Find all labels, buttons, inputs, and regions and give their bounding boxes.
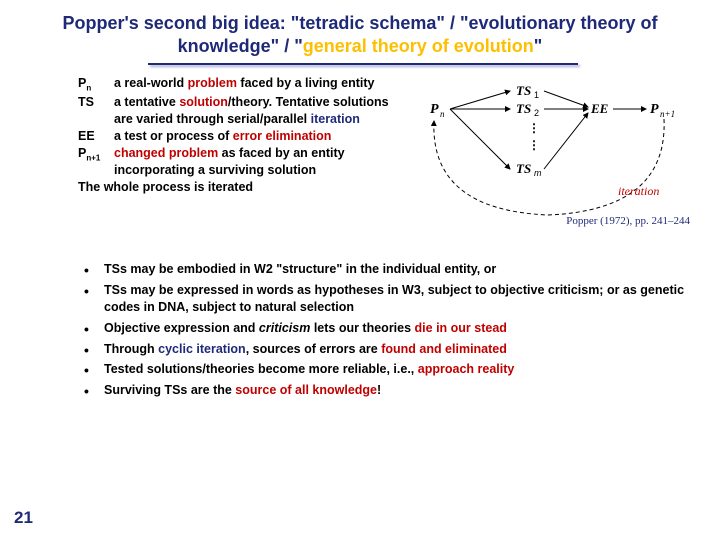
svg-text:iteration: iteration [618,184,659,198]
svg-text:TS: TS [516,101,531,116]
def-ee: EE a test or process of error eliminatio… [78,128,408,145]
svg-text:EE: EE [590,101,609,116]
def-pn-label: Pn [78,75,114,94]
bullet-item: Tested solutions/theories become more re… [84,361,690,378]
svg-text:2: 2 [534,108,539,118]
svg-text:⋮: ⋮ [528,138,540,152]
bullet-item: TSs may be embodied in W2 "structure" in… [84,261,690,278]
bullet-item: Through cyclic iteration, sources of err… [84,341,690,358]
bullet-item: Objective expression and criticism lets … [84,320,690,337]
slide-title: Popper's second big idea: "tetradic sche… [0,0,720,61]
bullet-item: TSs may be expressed in words as hypothe… [84,282,690,316]
svg-text:TS: TS [516,161,531,176]
def-pn: Pn a real-world problem faced by a livin… [78,75,408,94]
svg-text:TS: TS [516,83,531,98]
def-ee-label: EE [78,128,114,145]
def-ts-text: a tentative solution/theory. Tentative s… [114,94,408,128]
svg-text:P: P [650,102,659,117]
svg-text:⋮: ⋮ [528,121,540,135]
def-ts: TS a tentative solution/theory. Tentativ… [78,94,408,128]
def-pn1: Pn+1 changed problem as faced by an enti… [78,145,408,179]
svg-text:n+1: n+1 [660,109,675,119]
upper-row: Pn a real-world problem faced by a livin… [0,75,720,255]
def-ts-label: TS [78,94,114,128]
svg-text:P: P [430,102,439,117]
title-highlight: general theory of evolution [303,36,534,56]
title-underline [148,63,578,65]
bullet-list: TSs may be embodied in W2 "structure" in… [0,255,720,399]
diagram-caption: Popper (1972), pp. 241–244 [566,215,690,227]
svg-text:m: m [534,168,542,178]
def-pn1-label: Pn+1 [78,145,114,179]
diagram: P n TS1 TS2 ⋮ ⋮ TSm EE P n+1 iteration P… [418,75,688,255]
bullet-item: Surviving TSs are the source of all know… [84,382,690,399]
svg-text:n: n [440,109,445,119]
def-ee-text: a test or process of error elimination [114,128,408,145]
def-tail: The whole process is iterated [78,179,408,196]
def-pn1-text: changed problem as faced by an entity in… [114,145,408,179]
def-pn-text: a real-world problem faced by a living e… [114,75,408,94]
definitions: Pn a real-world problem faced by a livin… [78,75,408,255]
slide-number: 21 [14,508,33,528]
title-post: " [534,36,543,56]
svg-text:1: 1 [534,90,539,100]
